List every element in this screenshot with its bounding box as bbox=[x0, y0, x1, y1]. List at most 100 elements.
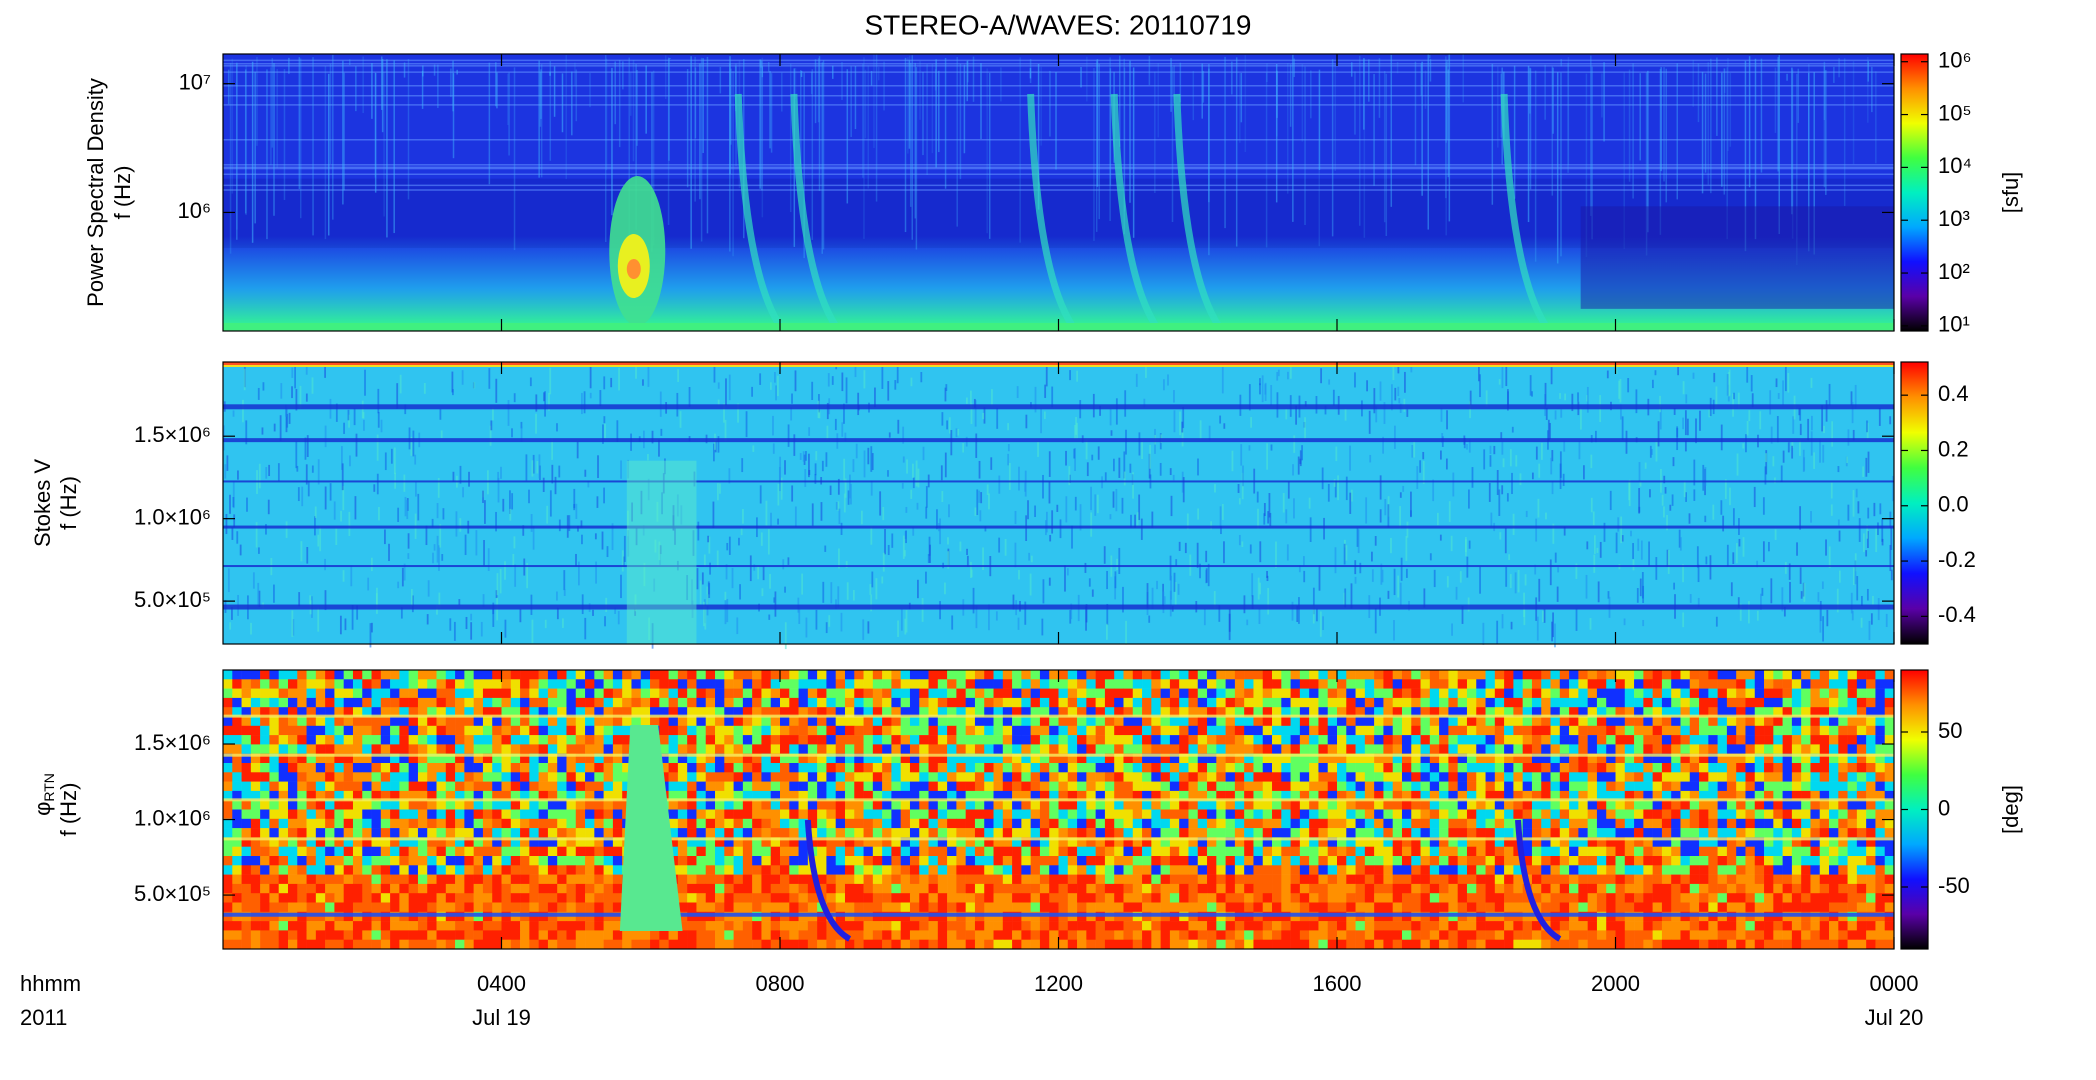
spectrogram-pixel bbox=[556, 591, 558, 601]
spectrogram-pixel bbox=[500, 466, 502, 479]
spectrogram-pixel bbox=[410, 437, 413, 456]
spectrogram-pixel bbox=[784, 460, 786, 475]
spectrogram-pixel bbox=[1504, 753, 1514, 764]
spectrogram-pixel bbox=[501, 781, 512, 792]
spectrogram-pixel bbox=[1411, 818, 1421, 829]
spectrogram-pixel bbox=[1049, 790, 1059, 801]
spectrogram-pixel bbox=[380, 790, 391, 801]
spectrogram-pixel bbox=[984, 744, 994, 754]
spectrogram-pixel bbox=[1810, 707, 1821, 717]
spectrogram-pixel bbox=[1411, 781, 1421, 792]
spectrogram-pixel bbox=[1272, 781, 1282, 792]
spectrogram-pixel bbox=[1623, 618, 1626, 626]
spectrogram-pixel bbox=[1866, 818, 1876, 829]
spectrogram-pixel bbox=[1829, 735, 1839, 745]
spectrogram-pixel bbox=[325, 735, 335, 745]
spectrogram-pixel bbox=[520, 781, 530, 792]
spectrogram-pixel bbox=[1429, 800, 1440, 810]
spectrogram-pixel bbox=[459, 465, 462, 484]
spectrogram-pixel bbox=[1791, 707, 1802, 717]
spectrogram-pixel bbox=[1429, 818, 1440, 829]
spectrogram-pixel bbox=[1567, 56, 1570, 165]
spectrogram-pixel bbox=[436, 818, 447, 829]
spectrogram-pixel bbox=[1717, 800, 1728, 810]
spectrogram-pixel bbox=[317, 534, 320, 547]
spectrogram-pixel bbox=[362, 800, 372, 810]
spectrogram-pixel bbox=[1838, 716, 1848, 727]
spectrogram-pixel bbox=[891, 809, 901, 820]
spectrogram-pixel bbox=[1309, 800, 1319, 810]
spectrogram-pixel bbox=[1251, 573, 1254, 597]
colorbar-tick-label: -0.2 bbox=[1938, 547, 1976, 572]
spectrogram-pixel bbox=[1569, 670, 1579, 680]
spectrogram-pixel bbox=[1578, 753, 1588, 764]
spectrogram-pixel bbox=[790, 407, 793, 421]
spectrogram-pixel bbox=[540, 64, 543, 178]
spectrogram-pixel bbox=[937, 809, 948, 820]
spectrogram-pixel bbox=[376, 587, 378, 614]
spectrogram-pixel bbox=[709, 562, 711, 575]
spectrogram-pixel bbox=[1297, 456, 1300, 475]
spectrogram-pixel bbox=[355, 66, 357, 112]
spectrogram-pixel bbox=[1634, 763, 1644, 773]
spectrogram-pixel bbox=[1398, 397, 1401, 404]
spectrogram-pixel bbox=[399, 679, 409, 689]
spectrogram-pixel bbox=[1624, 818, 1635, 829]
spectrogram-pixel bbox=[1513, 800, 1523, 810]
spectrogram-pixel bbox=[455, 828, 465, 838]
spectrogram-pixel bbox=[1017, 617, 1020, 630]
burst bbox=[790, 93, 839, 328]
spectrogram-pixel bbox=[1401, 679, 1412, 689]
spectrogram-pixel bbox=[1270, 385, 1273, 406]
spectrogram-pixel bbox=[1866, 697, 1876, 708]
spectrogram-pixel bbox=[371, 707, 382, 717]
spectrogram-pixel bbox=[455, 809, 465, 820]
spectrogram-pixel bbox=[1066, 568, 1069, 576]
spectrogram-pixel bbox=[1290, 697, 1301, 708]
spectrogram-pixel bbox=[1726, 763, 1737, 773]
spectrogram-pixel bbox=[1810, 818, 1821, 829]
spectrogram-pixel bbox=[1476, 800, 1486, 810]
spectrogram-pixel bbox=[1002, 763, 1013, 773]
spectrogram-pixel bbox=[492, 735, 502, 745]
spectrogram-pixel bbox=[993, 679, 1004, 689]
spectrogram-pixel bbox=[482, 781, 493, 792]
spectrogram-pixel bbox=[939, 601, 941, 620]
spectrogram-pixel bbox=[1272, 697, 1282, 708]
spectrogram-pixel bbox=[417, 753, 428, 764]
spectrogram-pixel bbox=[1132, 688, 1143, 699]
spectrogram-pixel bbox=[1337, 735, 1347, 745]
spectrogram-pixel bbox=[841, 422, 844, 437]
spectrogram-pixel bbox=[1754, 753, 1765, 764]
spectrogram-pixel bbox=[1392, 670, 1403, 680]
spectrogram-pixel bbox=[1708, 781, 1718, 792]
spectrogram-pixel bbox=[1411, 763, 1421, 773]
spectrogram-pixel bbox=[473, 688, 484, 699]
spectrogram-pixel bbox=[1485, 679, 1496, 689]
spectrogram-pixel bbox=[501, 818, 512, 829]
spectrogram-pixel bbox=[1400, 557, 1403, 581]
spectrogram-pixel bbox=[668, 688, 679, 699]
spectrogram-pixel bbox=[273, 423, 276, 432]
spectrogram-pixel bbox=[1825, 400, 1828, 422]
spectrogram-pixel bbox=[1680, 716, 1691, 727]
spectrogram-pixel bbox=[297, 487, 300, 502]
spectrogram-pixel bbox=[1801, 735, 1811, 745]
spectrogram-pixel bbox=[396, 383, 399, 409]
spectrogram-pixel bbox=[887, 381, 890, 401]
spectrogram-pixel bbox=[622, 744, 632, 754]
spectrogram-pixel bbox=[566, 772, 577, 782]
spectrogram-pixel bbox=[900, 818, 911, 829]
spectrogram-pixel bbox=[1030, 809, 1041, 820]
spectrogram-pixel bbox=[352, 800, 363, 810]
spectrogram-pixel bbox=[844, 697, 855, 708]
spectrogram-pixel bbox=[940, 465, 943, 481]
spectrogram-pixel bbox=[937, 716, 948, 727]
spectrogram-pixel bbox=[325, 818, 335, 829]
spectrogram-pixel bbox=[315, 818, 326, 829]
spectrogram-pixel bbox=[501, 744, 512, 754]
spectrogram-pixel bbox=[241, 818, 252, 829]
spectrogram-pixel bbox=[1764, 818, 1774, 829]
spectrogram-pixel bbox=[867, 621, 870, 634]
spectrogram-pixel bbox=[325, 679, 335, 689]
